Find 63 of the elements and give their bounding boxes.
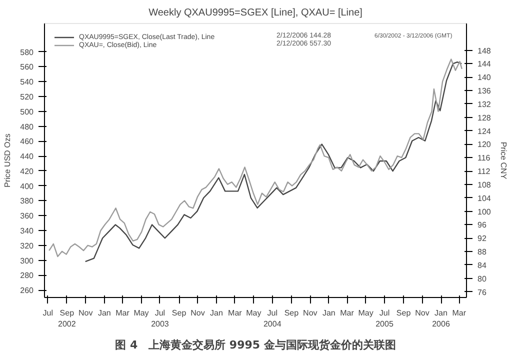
y-tick-label: 320 — [20, 241, 34, 250]
y2-tick-label: 136 — [478, 86, 492, 96]
y2-tick-label: 144 — [478, 60, 492, 69]
x-tick-label: Sep — [284, 308, 300, 318]
x-tick-label: Sep — [172, 308, 187, 318]
y2-tick-label: 100 — [478, 207, 492, 216]
y2-tick-label: 96 — [478, 220, 487, 230]
x-tick-label: Nov — [190, 308, 205, 318]
x-tick-label: Jan — [98, 308, 111, 318]
y2-tick-label: 76 — [478, 288, 487, 297]
x-tick-label: Jan 2006 — [432, 308, 450, 328]
y-tick-label: 580 — [20, 48, 34, 57]
chart-title: Weekly QXAU9995=SGEX [Line], QXAU= [Line] — [148, 8, 363, 18]
y2-tick-label: 84 — [478, 260, 487, 270]
x-tick-label: Sep 2002 — [58, 308, 76, 328]
x-tick-label: Jan — [322, 308, 336, 318]
x-tick-label: Mar — [228, 308, 242, 318]
y-tick-label: 460 — [20, 137, 34, 146]
x-tick-label: Mar — [340, 308, 354, 318]
x-tick-label: Jul — [42, 308, 54, 318]
x-tick-label: Mar — [116, 308, 130, 318]
y2-tick-label: 88 — [478, 248, 487, 257]
x-tick-label: Sep — [396, 308, 412, 318]
y-tick-label: 440 — [20, 152, 34, 162]
x-tick-label: Jul 2004 — [263, 308, 282, 328]
y2-tick-label: 120 — [478, 140, 492, 150]
y-tick-label: 340 — [20, 226, 34, 236]
y-tick-label: 540 — [20, 78, 34, 87]
y-tick-label: 520 — [20, 92, 34, 102]
y-tick-label: 260 — [20, 286, 34, 296]
x-tick-label: Nov — [78, 308, 93, 318]
y2-axis-title: Price CNY — [498, 142, 508, 180]
y2-tick-label: 112 — [478, 167, 491, 176]
x-tick-label: Jul 2003 — [151, 308, 170, 328]
x-tick-label: May — [134, 308, 149, 318]
y2-tick-label: 124 — [478, 126, 492, 136]
y2-tick-label: 140 — [478, 73, 492, 82]
y2-tick-label: 128 — [478, 113, 492, 122]
y2-tick-label: 80 — [478, 274, 487, 284]
x-tick-label: Nov — [303, 308, 318, 318]
y2-tick-label: 132 — [478, 100, 492, 109]
x-tick-label: May — [246, 308, 262, 318]
y2-tick-label: 148 — [478, 46, 492, 56]
y-tick-label: 500 — [20, 107, 34, 116]
y-tick-label: 560 — [20, 62, 34, 72]
y-tick-label: 420 — [20, 166, 34, 176]
x-tick-label: May — [358, 308, 374, 318]
y-tick-label: 480 — [20, 122, 34, 132]
y2-tick-label: 116 — [478, 154, 491, 163]
x-tick-label: Nov — [415, 308, 430, 318]
x-tick-label: Jan — [210, 308, 223, 318]
y-tick-label: 360 — [20, 212, 34, 221]
x-tick-label: Jul 2005 — [376, 308, 394, 328]
text: 图 4 上海黄金交易所 9995 金与国际现货金价的关联图 — [115, 338, 396, 352]
y-tick-label: 280 — [20, 271, 34, 280]
y-axis-title: Price USD Ozs — [3, 134, 12, 188]
y-tick-label: 300 — [20, 256, 34, 266]
y2-tick-label: 92 — [478, 234, 487, 244]
x-tick-label: Mar — [452, 308, 466, 318]
y2-tick-label: 104 — [478, 194, 492, 203]
y-tick-label: 400 — [20, 182, 34, 191]
y-tick-label: 380 — [20, 196, 34, 206]
y2-tick-label: 108 — [478, 180, 492, 190]
